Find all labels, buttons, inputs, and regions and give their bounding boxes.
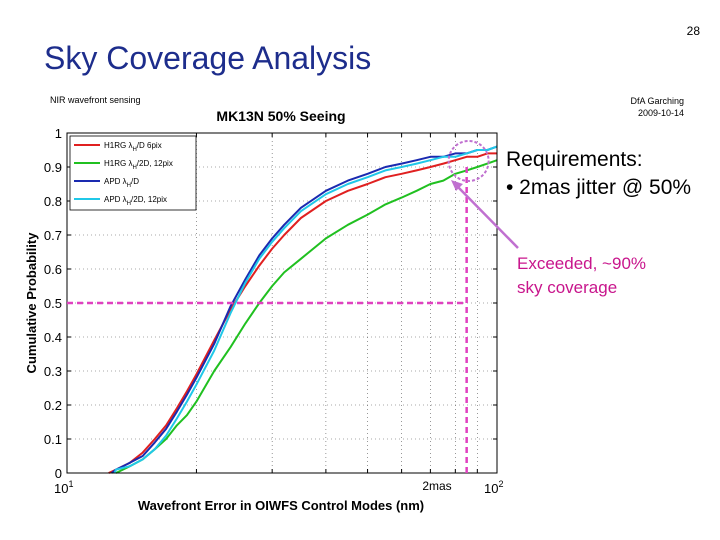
subtitle-left: NIR wavefront sensing [50,95,141,105]
legend-label: H1RG λH/2D, 12pix [104,159,173,171]
callout-arrow [455,184,519,249]
y-tick-label: 0.3 [44,364,62,379]
requirements-line2: • 2mas jitter @ 50% [506,176,692,199]
series-line [115,159,498,474]
y-tick-label: 0.6 [44,262,62,277]
y-tick-label: 0.8 [44,194,62,209]
chart-title: MK13N 50% Seeing [216,108,345,124]
x-tick-label-min: 101 [54,479,73,496]
y-tick-label: 0.7 [44,228,62,243]
legend-box [69,135,197,211]
y-tick-label: 0.2 [44,398,62,413]
tick-layer: 0 0.1 0.2 0.3 0.4 0.5 0.6 0.7 0.8 0.9 1 [44,126,497,481]
requirements-callout: Requirements: • 2mas jitter @ 50% [506,146,691,202]
exceeded-line1: Exceeded, ~90% [517,254,647,273]
y-tick-label: 0 [55,466,62,481]
x-tick-left-base: 10 [54,481,68,496]
series-layer [108,145,498,474]
legend-layer: H1RG λH/D 6pix H1RG λH/2D, 12pix APD λH/D A… [69,135,197,211]
callout-arrowhead [451,180,463,191]
highlight-circle [447,140,490,182]
series-line [108,152,497,474]
subtitle-right-line1: DfA Garching [630,96,684,106]
legend-label: APD λH/D [104,177,139,189]
exceeded-line2: sky coverage [517,278,618,297]
x-tick-left-exp: 1 [68,479,73,489]
legend-label: H1RG λH/D 6pix [104,141,162,153]
x-tick-right-exp: 2 [498,479,503,489]
jitter-marker-label: 2mas [422,479,451,493]
y-tick-label: 0.9 [44,160,62,175]
exceeded-callout: Exceeded, ~90% sky coverage [517,252,646,300]
annotation-layer [67,140,519,473]
series-line [110,145,498,474]
x-axis-label: Wavefront Error in OIWFS Control Modes (… [138,498,424,513]
legend-label: APD λH/2D, 12pix [104,195,167,207]
subtitle-right-line2: 2009-10-14 [637,108,684,118]
y-tick-label: 1 [55,126,62,141]
x-tick-label-max: 102 [484,479,503,496]
x-tick-right-base: 10 [484,481,498,496]
grid-layer [67,133,497,473]
series-line [113,145,498,474]
slide-title: Sky Coverage Analysis [44,40,372,76]
y-axis-label: Cumulative Probability [24,232,39,374]
requirements-line1: Requirements: [506,148,643,171]
slide-number: 28 [686,24,700,38]
subtitle-right: DfA Garching 2009-10-14 [560,95,684,119]
y-tick-label: 0.1 [44,432,62,447]
y-tick-label: 0.4 [44,330,62,345]
y-tick-label: 0.5 [44,296,62,311]
